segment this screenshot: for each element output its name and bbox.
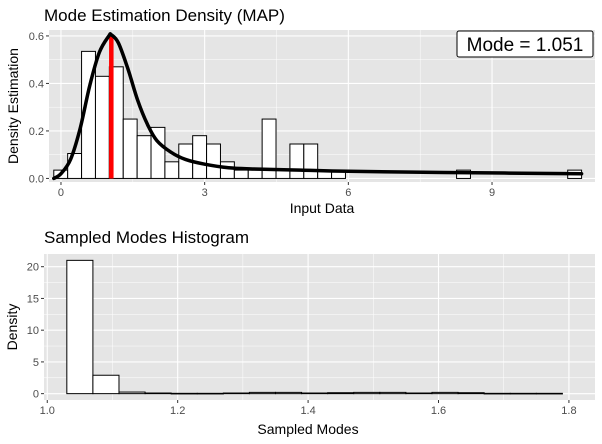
- histogram-bar: [222, 392, 250, 395]
- y-tick-label: 0.6: [29, 31, 44, 43]
- histogram-bar: [170, 392, 198, 395]
- y-tick-label: 0.4: [29, 78, 44, 90]
- sampled-modes-chart-title: Sampled Modes Histogram: [44, 228, 249, 247]
- density-chart-y-axis-title: Density Estimation: [5, 48, 21, 164]
- histogram-bar: [196, 392, 224, 395]
- y-tick-label: 20: [27, 262, 39, 274]
- histogram-bar: [66, 259, 94, 395]
- density-chart-x-axis-title: Input Data: [290, 200, 355, 216]
- x-tick-label: 3: [202, 187, 208, 199]
- histogram-bar: [136, 135, 152, 179]
- histogram-bar: [457, 392, 485, 395]
- histogram-bar: [483, 392, 511, 395]
- histogram-bar: [303, 143, 319, 179]
- x-tick-label: 1.0: [40, 405, 55, 417]
- x-tick-label: 6: [345, 187, 351, 199]
- y-tick-label: 0: [33, 389, 39, 401]
- mode-annotation: Mode = 1.051: [456, 30, 594, 58]
- histogram-bar: [509, 392, 537, 395]
- histogram-bar: [122, 118, 138, 179]
- x-tick-label: 1.6: [431, 405, 446, 417]
- histogram-bar: [219, 161, 235, 179]
- x-tick-label: 1.2: [170, 405, 185, 417]
- density-chart-y-ticks: 0.0 0.2 0.4 0.6: [29, 31, 49, 185]
- histogram-bar: [233, 169, 249, 179]
- x-tick-label: 0: [58, 187, 64, 199]
- histogram-bar: [535, 392, 563, 395]
- histogram-bar: [247, 169, 263, 179]
- sampled-modes-chart-y-axis-title: Density: [4, 304, 20, 351]
- histogram-bar: [353, 391, 381, 395]
- histogram-bar: [248, 391, 276, 395]
- sampled-modes-chart: Sampled Modes Histogram 1.0 1.2 1.4 1.6 1.8 …: [4, 228, 595, 437]
- y-tick-label: 0.2: [29, 126, 44, 138]
- mode-annotation-box: [456, 30, 594, 58]
- histogram-bar: [192, 135, 208, 179]
- histogram-bar: [274, 391, 303, 395]
- y-tick-label: 10: [27, 325, 39, 337]
- histogram-bar: [289, 143, 305, 179]
- x-tick-label: 9: [489, 187, 495, 199]
- density-curve: [52, 32, 584, 181]
- sampled-modes-chart-x-ticks: 1.0 1.2 1.4 1.6 1.8: [40, 400, 577, 417]
- histogram-bar: [405, 392, 433, 395]
- x-tick-label: 1.4: [300, 405, 315, 417]
- density-chart-x-ticks: 0 3 6 9: [58, 182, 495, 199]
- density-chart-title: Mode Estimation Density (MAP): [44, 6, 285, 25]
- sampled-modes-chart-y-ticks: 0 5 10 15 20: [27, 262, 44, 401]
- histogram-bar: [94, 75, 110, 179]
- histogram-bar: [206, 143, 221, 179]
- histogram-bar: [144, 392, 172, 395]
- histogram-bar: [327, 392, 355, 395]
- mode-annotation-text: Mode = 1.051: [467, 35, 584, 56]
- y-tick-label: 0.0: [29, 173, 44, 185]
- histogram-bar: [379, 391, 407, 395]
- sampled-modes-chart-x-axis-title: Sampled Modes: [257, 421, 358, 437]
- histogram-bar: [164, 161, 180, 179]
- sampled-modes-chart-bars: [66, 259, 563, 395]
- sampled-modes-chart-panel: [44, 254, 595, 400]
- y-tick-label: 15: [27, 293, 39, 305]
- histogram-bar: [118, 391, 146, 395]
- density-curve-group: [52, 32, 584, 181]
- y-tick-label: 5: [33, 357, 39, 369]
- histogram-bar: [261, 118, 277, 179]
- histogram-bar: [431, 391, 459, 395]
- histogram-bar: [92, 374, 120, 395]
- x-tick-label: 1.8: [561, 405, 576, 417]
- histogram-bar: [301, 392, 329, 395]
